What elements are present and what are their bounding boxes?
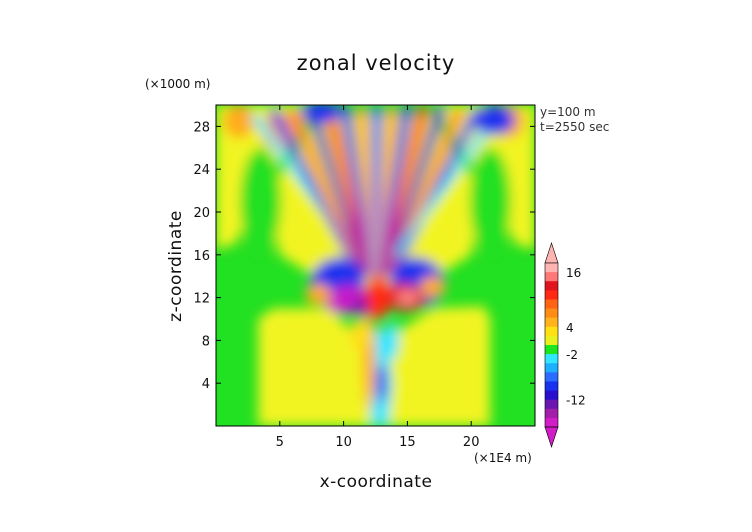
right-orange-lobe [420,276,446,298]
y-tick-label: 16 [193,249,210,264]
x-tick-label: 20 [463,435,480,450]
colorbar-label: -12 [566,394,586,408]
field-shapes [216,105,535,426]
colorbar-label: 16 [566,266,581,280]
fan-band [322,107,372,277]
colorbar-segment [545,399,558,410]
x-tick-label: 10 [335,435,352,450]
y-tick-label: 12 [193,292,210,307]
fan-band [371,107,383,277]
fan-band [392,115,503,255]
y-tick-label: 4 [202,377,210,392]
y-tick-label: 20 [193,206,210,221]
left-orange-lobe [305,283,331,306]
y-axis-label: z-coordinate [166,210,186,322]
fan-band [287,110,366,277]
top-left-orange [223,105,255,139]
colorbar-segment [545,308,558,319]
fan-band [377,107,413,277]
colorbar-frame [544,262,559,428]
fan-band [339,107,374,277]
colorbar-label: 4 [566,321,574,335]
fan-band [383,107,448,277]
central-red-core [365,276,391,319]
colorbar-segment [545,317,558,328]
fan-band [375,107,398,277]
fan-band [380,107,430,277]
colorbar-segment [545,290,558,300]
x-tick-label: 15 [399,435,416,450]
colorbar-segment [545,335,558,346]
annotation-t: t=2550 sec [540,120,609,134]
right-pink-core [397,290,418,306]
lower-cyan-blob [385,321,399,360]
x-axis-label: x-coordinate [320,472,433,492]
colorbar-segment [545,354,558,364]
fan-band [385,110,466,277]
chart-title: zonal velocity [297,51,456,75]
x-unit-label: (×1E4 m) [474,451,532,465]
colorbar-segment [545,326,558,337]
colorbar-label: -2 [566,348,578,362]
left-green-band [240,147,282,255]
colorbar-extend-low [544,426,559,448]
colorbar-segment [545,381,558,391]
y-tick-label: 24 [193,163,210,178]
plot-frame [215,104,536,427]
colorbar-segment [545,263,558,273]
x-tick-label: 5 [276,435,284,450]
colorbar-extend-high [544,242,559,264]
right-green-band [469,147,511,255]
x-axis: 5 10 15 20 [276,105,480,450]
velocity-field [216,105,535,426]
colorbar-segment [545,372,558,382]
colorbar-segment [545,408,558,419]
colorbar-segment [545,390,558,401]
y-axis: 4 8 12 16 20 24 28 [193,120,535,392]
top-blue-cap-right [473,105,515,135]
annotation-y: y=100 m [540,105,596,119]
colorbar-segment [545,363,558,373]
lower-gold-blob [349,319,371,352]
colorbar-segment [545,272,558,282]
fan-band [356,107,377,277]
y-tick-label: 8 [202,334,210,349]
colorbar-segment [545,299,558,309]
colorbar-segment [545,281,558,291]
fan-band [268,110,363,277]
colorbar-segment [545,345,558,355]
y-unit-label: (×1000 m) [145,77,210,91]
top-blue-cap-left [300,105,342,124]
y-tick-label: 28 [193,120,210,135]
colorbar-segment [545,417,558,428]
fan-band [305,107,369,277]
lower-blue-column [376,363,387,403]
colorbar: 16 4 -2 -12 [544,242,586,448]
